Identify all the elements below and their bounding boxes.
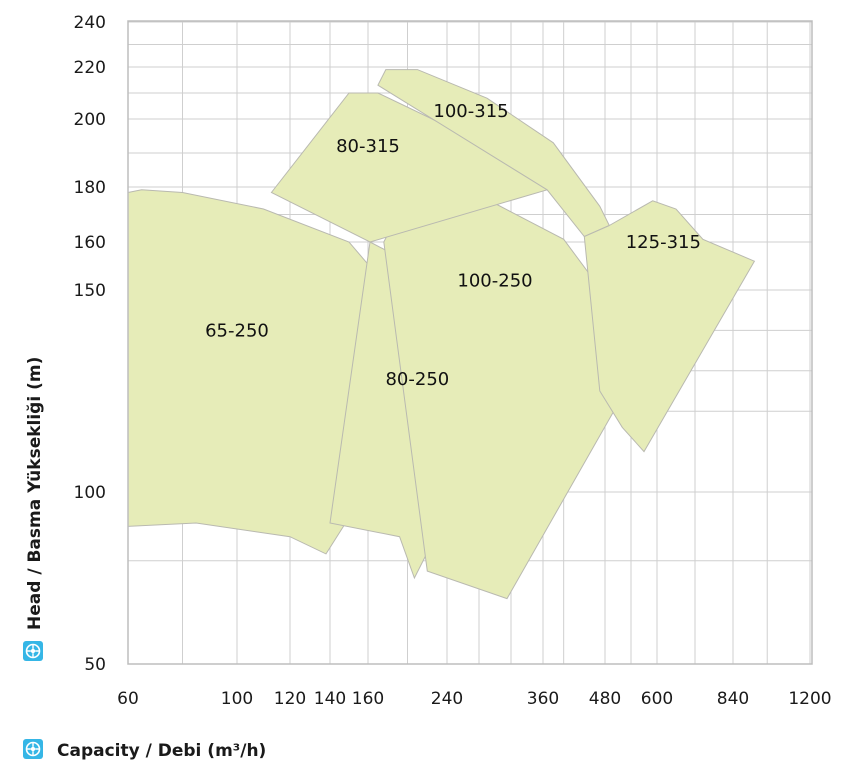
y-axis-pump-icon <box>23 641 43 661</box>
x-tick-label: 160 <box>352 689 384 709</box>
region-labels: 65-250 80-250 100-250 80-315 100-315 125-315 <box>205 101 701 390</box>
region-100-315 <box>377 69 610 238</box>
region-label-125-315: 125-315 <box>626 232 701 253</box>
region-label-80-250: 80-250 <box>385 369 449 390</box>
x-tick-label: 1200 <box>788 689 831 709</box>
x-tick-label: 600 <box>641 689 673 709</box>
y-tick-label: 160 <box>74 233 106 253</box>
region-label-100-250: 100-250 <box>457 270 532 291</box>
x-tick-label: 120 <box>274 689 306 709</box>
y-tick-label: 240 <box>74 13 106 33</box>
region-label-65-250: 65-250 <box>205 320 269 341</box>
y-tick-label: 100 <box>74 483 106 503</box>
x-axis-title: Capacity / Debi (m³/h) <box>57 741 266 761</box>
region-label-100-315: 100-315 <box>433 101 508 122</box>
x-tick-label: 60 <box>117 689 139 709</box>
y-tick-label: 180 <box>74 178 106 198</box>
y-tick-label: 150 <box>74 281 106 301</box>
x-axis-pump-icon <box>23 739 43 759</box>
y-tick-label: 50 <box>84 655 106 675</box>
x-tick-label: 360 <box>527 689 559 709</box>
y-axis-title: Head / Basma Yüksekliği (m) <box>25 357 45 630</box>
region-125-315 <box>583 200 756 453</box>
x-tick-label: 240 <box>431 689 463 709</box>
x-tick-label: 100 <box>221 689 253 709</box>
region-label-80-315: 80-315 <box>336 136 400 157</box>
y-tick-label: 200 <box>74 110 106 130</box>
tick-labels: 60 100 120 140 160 240 360 480 600 840 1200 50 100 15… <box>74 13 832 709</box>
y-axis-title-group: Head / Basma Yüksekliği (m) <box>23 357 45 661</box>
y-tick-label: 220 <box>74 58 106 78</box>
x-tick-label: 840 <box>717 689 749 709</box>
x-tick-label: 140 <box>314 689 346 709</box>
x-axis-title-group: Capacity / Debi (m³/h) <box>23 739 266 761</box>
pump-regions <box>127 69 756 600</box>
plot-frame <box>127 20 813 665</box>
x-tick-label: 480 <box>589 689 621 709</box>
